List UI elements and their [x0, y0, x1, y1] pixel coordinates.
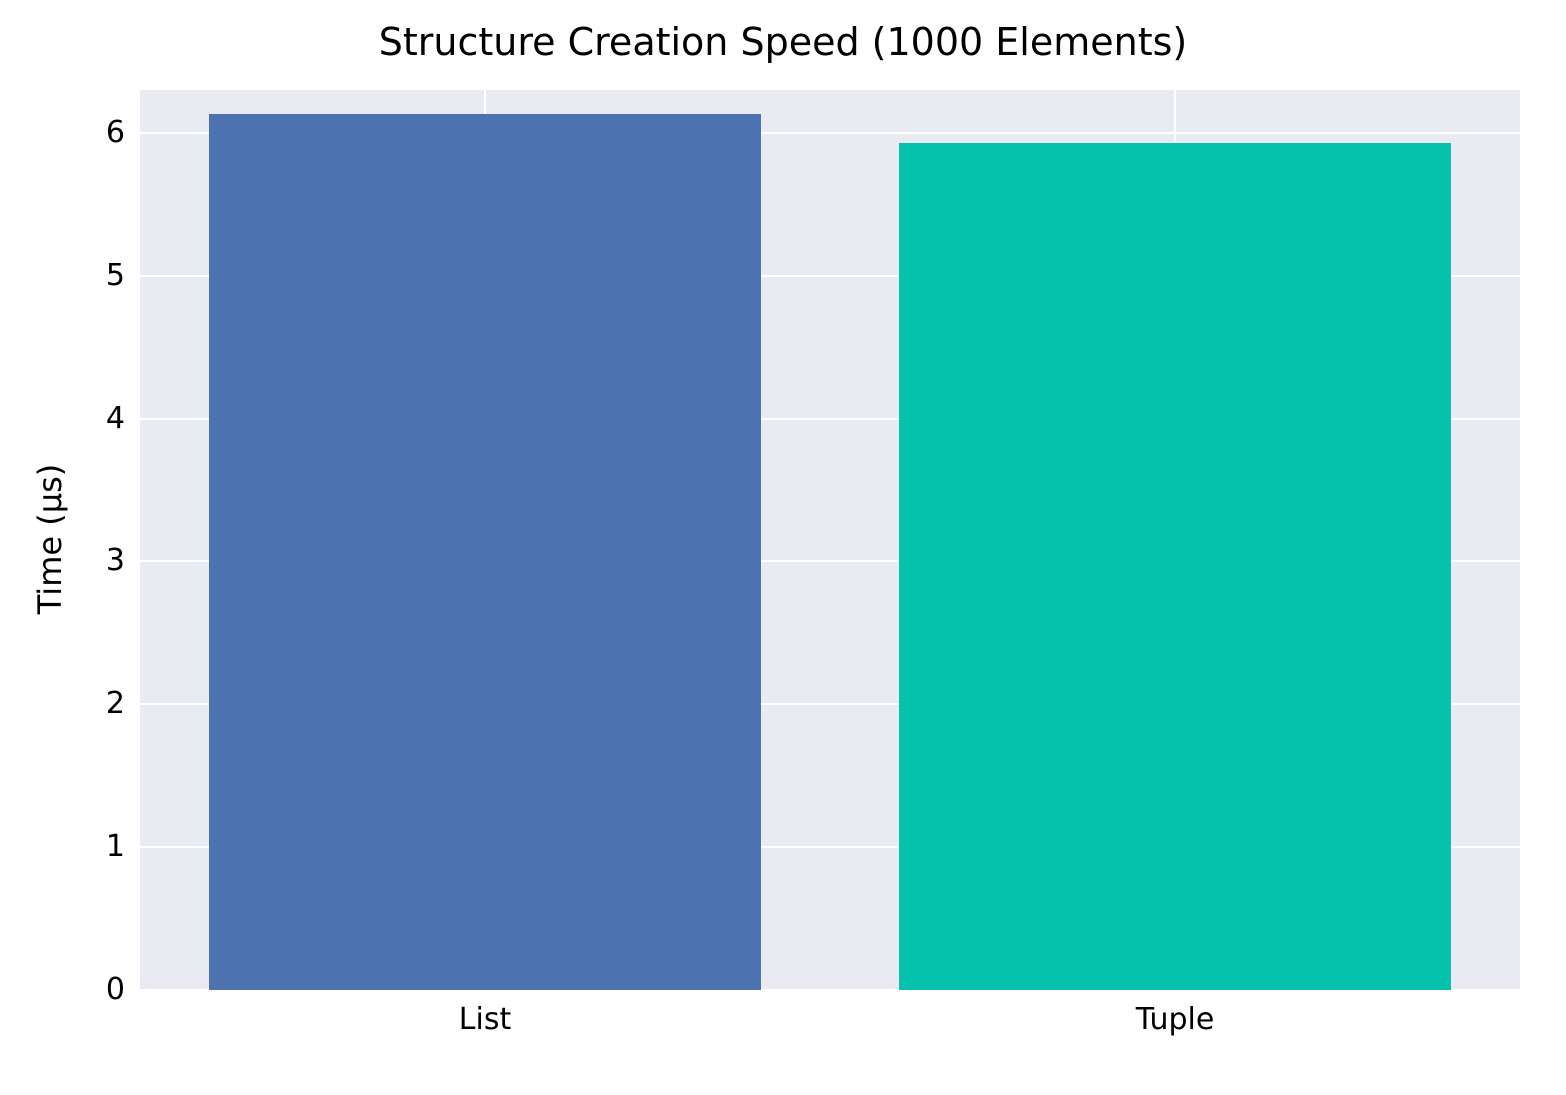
plot-area — [140, 90, 1520, 990]
chart-title: Structure Creation Speed (1000 Elements) — [0, 20, 1566, 64]
y-tick-label: 2 — [45, 686, 125, 721]
x-tick-label: List — [335, 1002, 635, 1037]
y-tick-label: 0 — [45, 972, 125, 1007]
y-tick-label: 3 — [45, 543, 125, 578]
figure: Structure Creation Speed (1000 Elements)… — [0, 0, 1566, 1095]
bar-tuple — [899, 143, 1451, 990]
y-tick-label: 4 — [45, 401, 125, 436]
y-tick-label: 6 — [45, 115, 125, 150]
x-tick-label: Tuple — [1025, 1002, 1325, 1037]
bar-list — [209, 114, 761, 990]
y-tick-label: 5 — [45, 258, 125, 293]
y-tick-label: 1 — [45, 829, 125, 864]
